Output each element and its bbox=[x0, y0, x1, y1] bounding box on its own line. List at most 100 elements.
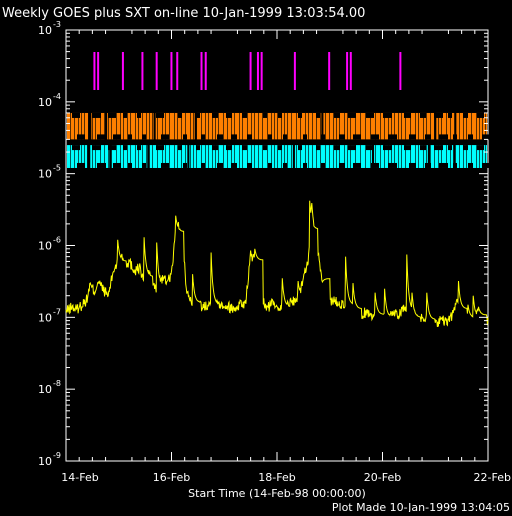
orange-band-notch bbox=[316, 112, 320, 118]
cyan-band-stripe bbox=[316, 145, 317, 168]
y-tick-exponent: -3 bbox=[53, 20, 61, 29]
cyan-band-notch bbox=[448, 145, 452, 151]
cyan-band-notch bbox=[339, 162, 345, 168]
cyan-band-gap bbox=[292, 144, 295, 169]
plot-frame bbox=[65, 29, 489, 462]
orange-band-stripe bbox=[482, 112, 483, 140]
orange-band-stripe bbox=[325, 112, 326, 140]
orange-band-stripe bbox=[267, 112, 268, 140]
orange-band-stripe bbox=[305, 112, 306, 140]
cyan-band-stripe bbox=[104, 145, 105, 168]
orange-band-stripe bbox=[296, 112, 297, 140]
orange-band-notch bbox=[217, 134, 223, 140]
y-tick-exponent: -8 bbox=[53, 379, 61, 388]
cyan-band-notch bbox=[404, 145, 411, 151]
orange-band-stripe bbox=[405, 112, 406, 140]
x-tick-label: 20-Feb bbox=[364, 471, 401, 484]
cyan-band-stripe bbox=[127, 145, 128, 168]
orange-band-stripe bbox=[78, 112, 79, 140]
orange-band-notch bbox=[108, 112, 116, 118]
orange-band-stripe bbox=[316, 112, 317, 140]
y-tick-label: 10 bbox=[38, 96, 52, 109]
orange-band bbox=[67, 111, 489, 141]
cyan-band-notch bbox=[231, 162, 237, 168]
cyan-band-stripe bbox=[388, 145, 389, 168]
cyan-band-notch bbox=[97, 162, 106, 168]
orange-band-gap bbox=[88, 111, 92, 141]
orange-band-stripe bbox=[247, 112, 248, 140]
cyan-band-stripe bbox=[70, 145, 71, 168]
orange-band-stripe bbox=[231, 112, 232, 140]
cyan-band-stripe bbox=[325, 145, 326, 168]
flux-series bbox=[65, 200, 489, 327]
orange-band-stripe bbox=[360, 112, 361, 140]
cyan-band-stripe bbox=[95, 145, 96, 168]
orange-band-stripe bbox=[375, 112, 376, 140]
cyan-band-stripe bbox=[193, 145, 194, 168]
orange-band-stripe bbox=[398, 112, 399, 140]
orange-band-stripe bbox=[201, 112, 202, 140]
cyan-band-stripe bbox=[370, 145, 371, 168]
cyan-band-stripe bbox=[251, 145, 252, 168]
cyan-band-notch bbox=[283, 162, 287, 168]
magenta-mark bbox=[176, 52, 179, 90]
cyan-band-stripe bbox=[274, 145, 275, 168]
cyan-band-stripe bbox=[479, 145, 480, 168]
cyan-band-notch bbox=[425, 162, 431, 168]
cyan-band-stripe bbox=[152, 145, 153, 168]
cyan-band-notch bbox=[128, 162, 132, 168]
cyan-band-notch bbox=[321, 162, 325, 168]
orange-band-stripe bbox=[135, 112, 136, 140]
orange-band-notch bbox=[420, 112, 426, 118]
magenta-mark bbox=[155, 52, 158, 90]
orange-band-gap bbox=[321, 111, 324, 141]
cyan-band-notch bbox=[212, 145, 218, 151]
cyan-band-notch bbox=[371, 162, 379, 168]
cyan-band-stripe bbox=[208, 145, 209, 168]
orange-band-gap bbox=[194, 111, 197, 141]
orange-band-stripe bbox=[208, 112, 209, 140]
orange-band-notch bbox=[348, 112, 356, 118]
orange-band-stripe bbox=[185, 112, 186, 140]
cyan-band-notch bbox=[366, 145, 374, 151]
plot-footer: Plot Made 10-Jan-1999 13:04:05 bbox=[332, 501, 510, 512]
cyan-band-notch bbox=[217, 162, 223, 168]
magenta-marks bbox=[93, 52, 402, 90]
cyan-band-stripe bbox=[242, 145, 243, 168]
cyan-band-stripe bbox=[450, 145, 451, 168]
orange-band-stripe bbox=[152, 112, 153, 140]
orange-band-notch bbox=[196, 112, 200, 118]
cyan-band-stripe bbox=[446, 145, 447, 168]
cyan-band-stripe bbox=[355, 145, 356, 168]
orange-band-gap bbox=[153, 111, 156, 141]
orange-band-stripe bbox=[471, 112, 472, 140]
cyan-band-stripe bbox=[394, 145, 395, 168]
orange-band-stripe bbox=[426, 112, 427, 140]
cyan-band-notch bbox=[334, 145, 340, 151]
cyan-band-gap bbox=[453, 144, 456, 169]
cyan-band-gap bbox=[109, 144, 112, 169]
magenta-mark bbox=[97, 52, 100, 90]
y-tick-label: 10 bbox=[38, 240, 52, 253]
cyan-band-stripe bbox=[459, 145, 460, 168]
orange-band-notch bbox=[247, 134, 252, 140]
y-tick-exponent: -7 bbox=[53, 307, 61, 316]
orange-band-stripe bbox=[434, 112, 435, 140]
orange-band-stripe bbox=[81, 112, 82, 140]
orange-band-stripe bbox=[74, 112, 75, 140]
cyan-band-notch bbox=[434, 145, 443, 151]
orange-band-notch bbox=[77, 134, 85, 140]
magenta-mark bbox=[399, 52, 402, 90]
magenta-mark bbox=[293, 52, 296, 90]
orange-band-stripe bbox=[205, 112, 206, 140]
cyan-band-stripe bbox=[312, 145, 313, 168]
orange-band-stripe bbox=[287, 112, 288, 140]
cyan-band-notch bbox=[268, 162, 272, 168]
cyan-band-stripe bbox=[438, 145, 439, 168]
cyan-band-notch bbox=[298, 145, 302, 151]
cyan-band-notch bbox=[439, 162, 448, 168]
cyan-band-gap bbox=[427, 144, 430, 169]
cyan-band-stripe bbox=[92, 145, 93, 168]
orange-band-stripe bbox=[254, 112, 255, 140]
orange-band-stripe bbox=[274, 112, 275, 140]
